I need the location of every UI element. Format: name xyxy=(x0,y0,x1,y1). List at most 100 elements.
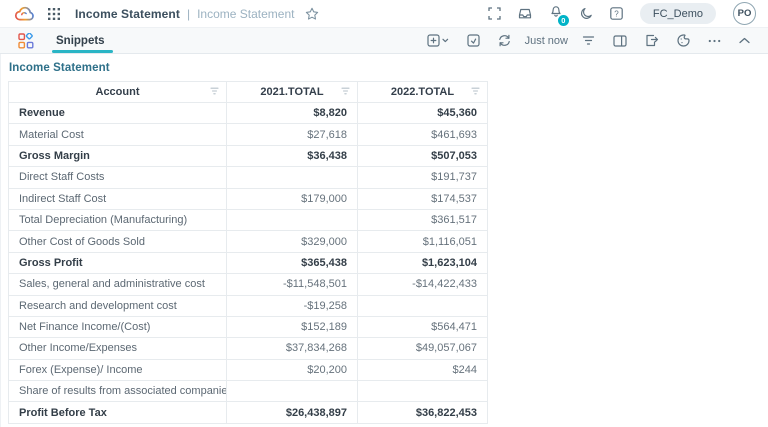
table-row[interactable]: Profit Before Tax $26,438,897 $36,822,453 xyxy=(8,401,488,424)
account-cell: Total Depreciation (Manufacturing) xyxy=(8,208,227,232)
value-cell-2022: $45,360 xyxy=(357,101,488,125)
account-cell: Other Income/Expenses xyxy=(8,337,227,360)
bell-icon xyxy=(549,4,563,18)
column-filter-icon[interactable] xyxy=(210,86,219,98)
account-cell: Research and development cost xyxy=(8,294,227,317)
account-cell: Indirect Staff Cost xyxy=(8,187,227,210)
help-icon[interactable]: ? xyxy=(610,7,623,20)
table-row[interactable]: Direct Staff Costs $191,737 xyxy=(8,166,488,189)
value-cell-2022: $36,822,453 xyxy=(357,401,488,424)
column-header-label: 2022.TOTAL xyxy=(390,86,455,98)
table-row[interactable]: Net Finance Income/(Cost) $152,189 $564,47… xyxy=(8,315,488,339)
page-subtitle: Income Statement xyxy=(197,6,295,21)
value-cell-2021: -$11,548,501 xyxy=(226,273,358,296)
value-cell-2021: $36,438 xyxy=(226,144,358,168)
value-cell-2021: -$19,258 xyxy=(226,294,358,317)
account-cell: Direct Staff Costs xyxy=(8,166,227,189)
breadcrumb-separator: | xyxy=(186,6,191,21)
panel-icon[interactable] xyxy=(613,34,627,47)
value-cell-2022 xyxy=(357,294,488,317)
account-cell: Gross Margin xyxy=(8,144,227,168)
collapse-icon[interactable] xyxy=(739,37,750,44)
tab-snippets-label: Snippets xyxy=(56,34,105,47)
export-icon[interactable] xyxy=(645,34,659,47)
add-widget-icon[interactable] xyxy=(426,34,449,47)
widget-area: Income Statement Account 2021.TOTAL xyxy=(0,54,768,427)
table-row[interactable]: Forex (Expense)/ Income $20,200 $244 xyxy=(8,358,488,382)
value-cell-2022 xyxy=(357,380,488,403)
svg-text:?: ? xyxy=(614,9,619,18)
income-statement-table: Account 2021.TOTAL 2022.TOTAL xyxy=(8,81,488,424)
value-cell-2022: $1,623,104 xyxy=(357,251,488,275)
table-row[interactable]: Material Cost $27,618 $461,693 xyxy=(8,123,488,146)
snippets-icon[interactable] xyxy=(18,32,34,49)
value-cell-2022: $507,053 xyxy=(357,144,488,168)
avatar[interactable]: PO xyxy=(733,2,756,25)
table-row[interactable]: Share of results from associated compani… xyxy=(8,380,488,403)
value-cell-2021: $329,000 xyxy=(226,230,358,253)
column-header-account[interactable]: Account xyxy=(8,81,227,103)
account-cell: Gross Profit xyxy=(8,251,227,275)
account-cell: Forex (Expense)/ Income xyxy=(8,358,227,382)
value-cell-2022: $244 xyxy=(357,358,488,382)
value-cell-2021 xyxy=(226,380,358,403)
active-tab-underline xyxy=(52,50,113,53)
account-cell: Other Cost of Goods Sold xyxy=(8,230,227,253)
table-row[interactable]: Other Cost of Goods Sold $329,000 $1,116,0… xyxy=(8,230,488,253)
apps-grid-icon[interactable] xyxy=(48,7,60,20)
page-title: Income Statement xyxy=(75,6,180,21)
breadcrumb: Income Statement | Income Statement xyxy=(75,7,294,21)
workspace-button[interactable]: FC_Demo xyxy=(639,3,716,24)
value-cell-2021: $26,438,897 xyxy=(226,401,358,424)
value-cell-2022: $191,737 xyxy=(357,166,488,189)
table-row[interactable]: Total Depreciation (Manufacturing) $361,5… xyxy=(8,208,488,232)
value-cell-2021: $20,200 xyxy=(226,358,358,382)
value-cell-2021: $27,618 xyxy=(226,123,358,146)
column-header-2022[interactable]: 2022.TOTAL xyxy=(357,81,488,103)
table-row[interactable]: Gross Margin $36,438 $507,053 xyxy=(8,144,488,168)
value-cell-2022: $174,537 xyxy=(357,187,488,210)
more-icon[interactable] xyxy=(708,39,721,43)
inbox-icon[interactable] xyxy=(518,7,532,20)
tab-bar: Snippets xyxy=(0,28,768,54)
table-row[interactable]: Indirect Staff Cost $179,000 $174,537 xyxy=(8,187,488,210)
table-header-row: Account 2021.TOTAL 2022.TOTAL xyxy=(8,81,488,103)
column-filter-icon[interactable] xyxy=(341,86,350,98)
table-row[interactable]: Sales, general and administrative cost -$… xyxy=(8,273,488,296)
value-cell-2022: $1,116,051 xyxy=(357,230,488,253)
value-cell-2021: $179,000 xyxy=(226,187,358,210)
theme-icon[interactable] xyxy=(677,34,690,47)
account-cell: Profit Before Tax xyxy=(8,401,227,424)
value-cell-2021 xyxy=(226,208,358,232)
value-cell-2021: $37,834,268 xyxy=(226,337,358,360)
tab-snippets[interactable]: Snippets xyxy=(52,28,113,53)
filter-icon[interactable] xyxy=(582,35,595,46)
table-row[interactable]: Other Income/Expenses $37,834,268 $49,057,… xyxy=(8,337,488,360)
account-cell: Share of results from associated compani… xyxy=(8,380,227,403)
widget-title: Income Statement xyxy=(9,62,110,74)
table-body: Revenue $8,820 $45,360 Material Cost $27,618… xyxy=(8,101,488,424)
star-icon[interactable] xyxy=(305,7,319,21)
notifications[interactable]: 0 xyxy=(549,4,569,26)
value-cell-2021 xyxy=(226,166,358,189)
cloud-logo-icon[interactable] xyxy=(13,5,37,23)
snapshot-icon[interactable] xyxy=(466,34,480,47)
moon-icon[interactable] xyxy=(580,7,593,20)
value-cell-2022: $461,693 xyxy=(357,123,488,146)
top-bar: Income Statement | Income Statement xyxy=(0,0,768,28)
value-cell-2021: $8,820 xyxy=(226,101,358,125)
table-row[interactable]: Gross Profit $365,438 $1,623,104 xyxy=(8,251,488,275)
refresh-icon[interactable] xyxy=(498,34,511,47)
value-cell-2022: $564,471 xyxy=(357,315,488,339)
account-cell: Revenue xyxy=(8,101,227,125)
fullscreen-icon[interactable] xyxy=(488,7,501,20)
table-row[interactable]: Research and development cost -$19,258 xyxy=(8,294,488,317)
column-filter-icon[interactable] xyxy=(471,86,480,98)
account-cell: Net Finance Income/(Cost) xyxy=(8,315,227,339)
value-cell-2021: $152,189 xyxy=(226,315,358,339)
account-cell: Sales, general and administrative cost xyxy=(8,273,227,296)
value-cell-2022: -$14,422,433 xyxy=(357,273,488,296)
notification-badge: 0 xyxy=(557,15,569,26)
table-row[interactable]: Revenue $8,820 $45,360 xyxy=(8,101,488,125)
column-header-2021[interactable]: 2021.TOTAL xyxy=(226,81,358,103)
